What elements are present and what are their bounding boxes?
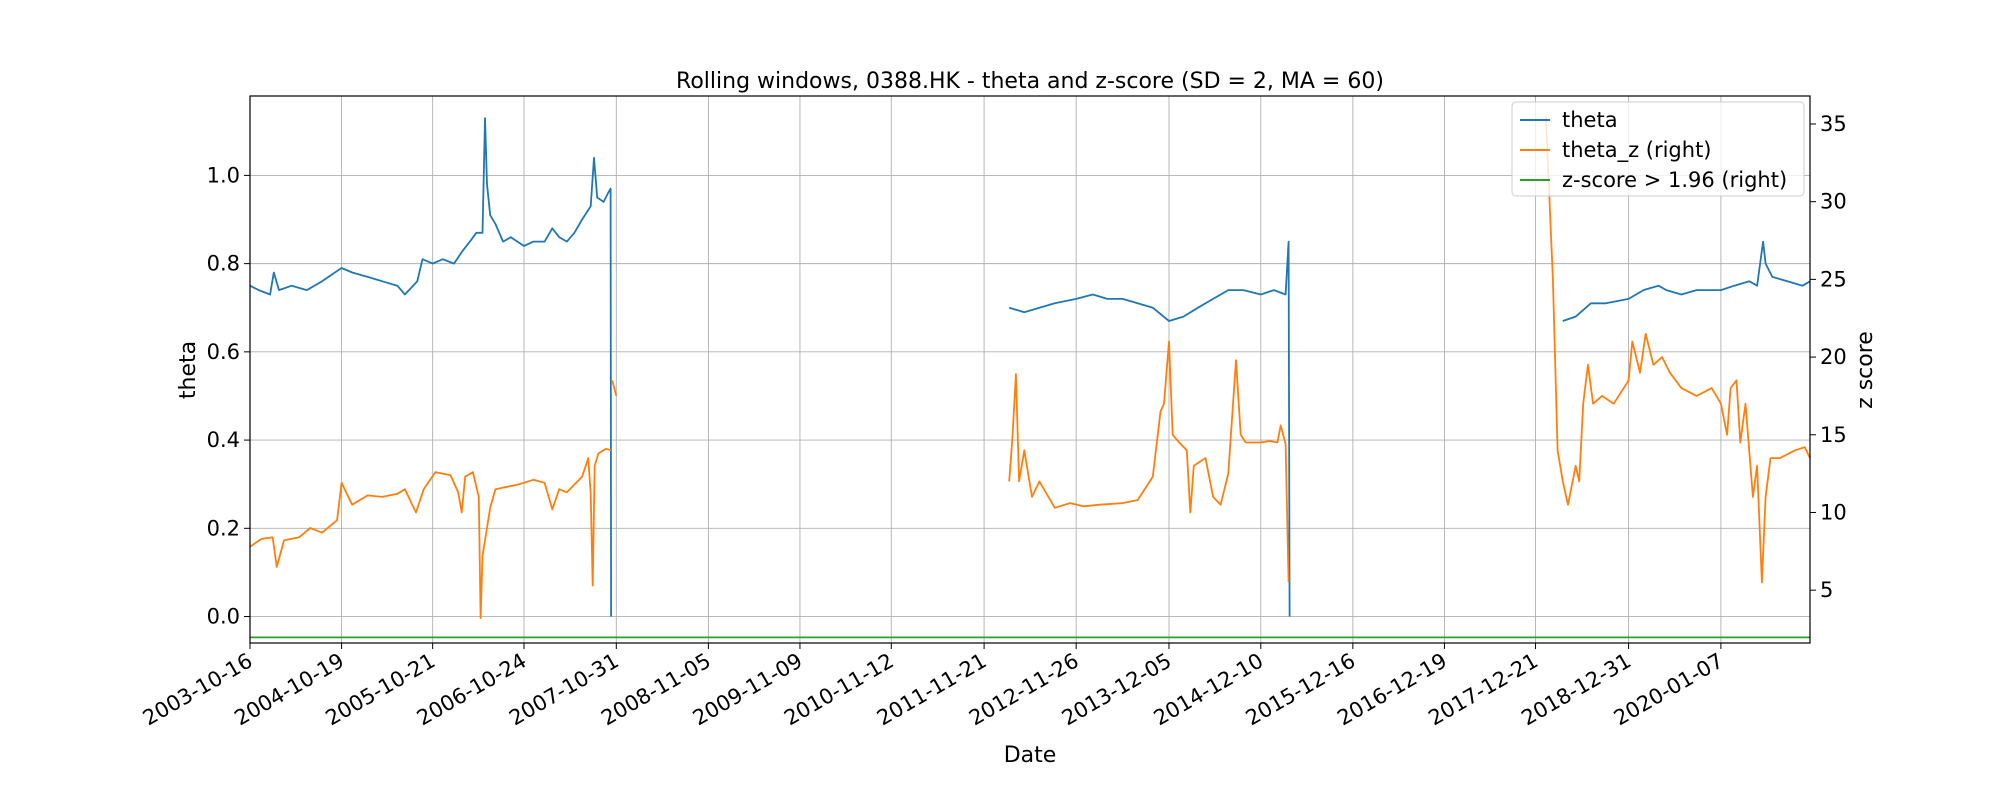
series-lines xyxy=(249,116,1811,639)
y-right-tick-label: 15 xyxy=(1820,423,1847,447)
y-tick-label: 0.0 xyxy=(207,605,240,629)
x-axis: 2003-10-162004-10-192005-10-212006-10-24… xyxy=(139,643,1727,730)
y-right-tick-label: 20 xyxy=(1820,345,1847,369)
series-line-theta_z xyxy=(611,380,618,397)
y-axis-label-right: z score xyxy=(1853,331,1878,409)
legend-label: theta xyxy=(1562,108,1618,132)
series-line-theta_z xyxy=(1545,116,1811,584)
y-right-tick-label: 5 xyxy=(1820,578,1833,602)
y-axis-left: 0.0 0.2 0.4 0.6 0.8 1.0 xyxy=(207,163,250,629)
x-axis-label: Date xyxy=(1004,743,1057,768)
legend-label: theta_z (right) xyxy=(1562,138,1712,163)
series-line-theta_z xyxy=(1008,340,1290,583)
chart-title: Rolling windows, 0388.HK - theta and z-s… xyxy=(676,69,1384,94)
y-tick-label: 1.0 xyxy=(207,163,240,187)
y-axis-right: 5 10 15 20 25 30 35 xyxy=(1810,112,1847,602)
series-line-theta xyxy=(1562,240,1811,322)
series-line-theta xyxy=(1008,240,1291,617)
legend: theta theta_z (right) z-score > 1.96 (righ… xyxy=(1511,101,1805,197)
plot-area-frame xyxy=(249,95,1811,644)
series-line-theta_z xyxy=(249,447,612,619)
y-tick-label: 0.2 xyxy=(207,516,240,540)
y-tick-label: 0.8 xyxy=(207,252,240,276)
y-right-tick-label: 30 xyxy=(1820,190,1847,214)
y-right-tick-label: 10 xyxy=(1820,500,1847,524)
y-tick-label: 0.6 xyxy=(207,340,240,364)
y-tick-label: 0.4 xyxy=(207,428,240,452)
y-axis-label-left: theta xyxy=(176,341,201,399)
y-right-tick-label: 25 xyxy=(1820,267,1847,291)
series-line-theta xyxy=(249,117,612,617)
legend-box xyxy=(1511,101,1805,197)
y-right-tick-label: 35 xyxy=(1820,112,1847,136)
legend-label: z-score > 1.96 (right) xyxy=(1562,168,1787,192)
